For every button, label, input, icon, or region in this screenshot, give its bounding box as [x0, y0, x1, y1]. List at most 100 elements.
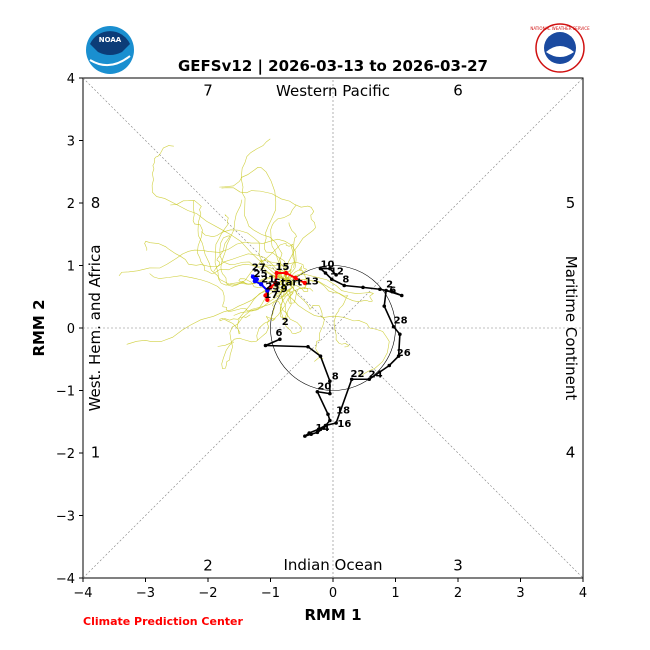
forecast-mean-day-label: 19 [274, 284, 288, 295]
observed-point [278, 337, 282, 342]
ensemble-member-line [283, 222, 297, 286]
nws-logo-text: NATIONAL WEATHER SERVICE [530, 26, 590, 31]
region-label-right: Maritime Continent [562, 256, 580, 401]
phase-label: 5 [566, 194, 576, 212]
observed-point [349, 377, 354, 382]
observed-point [390, 289, 395, 294]
phase-label: 1 [91, 443, 101, 461]
observed-point [334, 421, 338, 425]
ensemble-member-line [201, 229, 308, 281]
phase-label: 8 [91, 194, 101, 212]
ensemble-member-line [217, 279, 295, 347]
ensemble-member-line [282, 279, 390, 378]
observed-point [378, 287, 382, 292]
forecast-mean-point [293, 275, 298, 281]
observed-point [315, 389, 320, 394]
forecast-tail-point [258, 282, 264, 287]
observed-point [307, 431, 312, 435]
phase-label: 7 [203, 82, 213, 100]
forecast-tail-point [250, 274, 256, 279]
noaa-logo-text: NOAA [99, 36, 122, 44]
observed-point [315, 430, 320, 435]
ensemble-member-line [285, 274, 374, 303]
observed-point [329, 277, 334, 282]
observed-day-label: 20 [317, 381, 331, 392]
forecast-tail-point [265, 288, 270, 293]
observed-day-label: 10 [321, 259, 335, 270]
y-tick-label: −4 [56, 572, 75, 587]
y-tick-label: −3 [56, 510, 75, 525]
observed-day-label: 8 [332, 371, 339, 382]
x-axis-label: RMM 1 [304, 606, 361, 624]
forecast-tail-day-label: 21 [261, 274, 275, 285]
observed-point [321, 426, 326, 430]
phase-label: 6 [453, 82, 463, 100]
forecast-mean-point [263, 293, 268, 298]
observed-point [361, 285, 365, 290]
x-tick-label: 3 [516, 586, 524, 601]
y-tick-label: −1 [56, 385, 75, 400]
credit-text: Climate Prediction Center [83, 615, 243, 628]
observed-point [387, 363, 392, 368]
observed-day-label: 2 [282, 317, 289, 328]
observed-day-label: 8 [342, 274, 349, 285]
observed-point [391, 324, 396, 329]
observed-point [303, 434, 307, 438]
observed-point [328, 379, 332, 383]
x-tick-label: 4 [579, 586, 587, 601]
observed-point [367, 377, 372, 382]
observed-day-label: 26 [397, 348, 411, 359]
observed-point [326, 412, 330, 417]
forecast-mean-point [268, 285, 273, 290]
x-tick-label: 0 [329, 586, 337, 601]
region-label-bottom: Indian Ocean [283, 556, 382, 574]
observed-point [263, 343, 268, 348]
forecast-mean-day-label: 13 [305, 276, 319, 287]
ensemble-member-line [221, 187, 316, 280]
forecast-mean-point [274, 270, 279, 276]
observed-day-label: 24 [369, 369, 383, 380]
ensemble-member-line [220, 199, 287, 287]
ensemble-members [118, 138, 390, 378]
ensemble-member-line [260, 243, 295, 281]
y-tick-label: 4 [67, 72, 75, 87]
x-axis-ticks: −4 −3 −2 −1 0 1 2 3 4 [73, 578, 587, 601]
observed-day-label: 6 [276, 328, 283, 339]
observed-day-label: 2 [386, 279, 393, 290]
ensemble-member-line [272, 265, 308, 297]
observed-point [323, 423, 328, 428]
ensemble-member-line [278, 257, 302, 335]
observed-point [334, 273, 338, 277]
observed-day-label: 14 [316, 423, 330, 434]
observed-point [306, 344, 310, 349]
phase-label: 2 [203, 557, 213, 575]
x-tick-label: 2 [454, 586, 462, 601]
observed-day-label: 22 [351, 369, 365, 380]
forecast-mean-day-label: 15 [276, 262, 290, 273]
observed-point [328, 418, 332, 423]
observed-day-label: 12 [330, 266, 344, 277]
observed-day-label: 28 [394, 316, 408, 327]
ensemble-member-line [126, 279, 296, 345]
x-tick-label: −4 [73, 586, 92, 601]
ensemble-member-line [149, 273, 287, 312]
ensemble-member-line [118, 238, 297, 281]
observed-day-label: 16 [337, 419, 351, 430]
observed-point [399, 293, 404, 298]
observed-point [398, 332, 402, 337]
ensemble-member-line [233, 273, 293, 316]
forecast-tail-day-label: 27 [252, 263, 266, 274]
nws-logo: NATIONAL WEATHER SERVICE [530, 23, 590, 73]
ensemble-member-line [213, 235, 287, 281]
x-tick-label: 1 [391, 586, 399, 601]
forecast-mean-day-label: Start [274, 278, 303, 289]
noaa-logo: NOAA [86, 26, 134, 74]
forecast-tail-day-label: 23 [266, 281, 280, 292]
ensemble-member-line [151, 145, 287, 281]
ensemble-member-line [144, 240, 287, 280]
